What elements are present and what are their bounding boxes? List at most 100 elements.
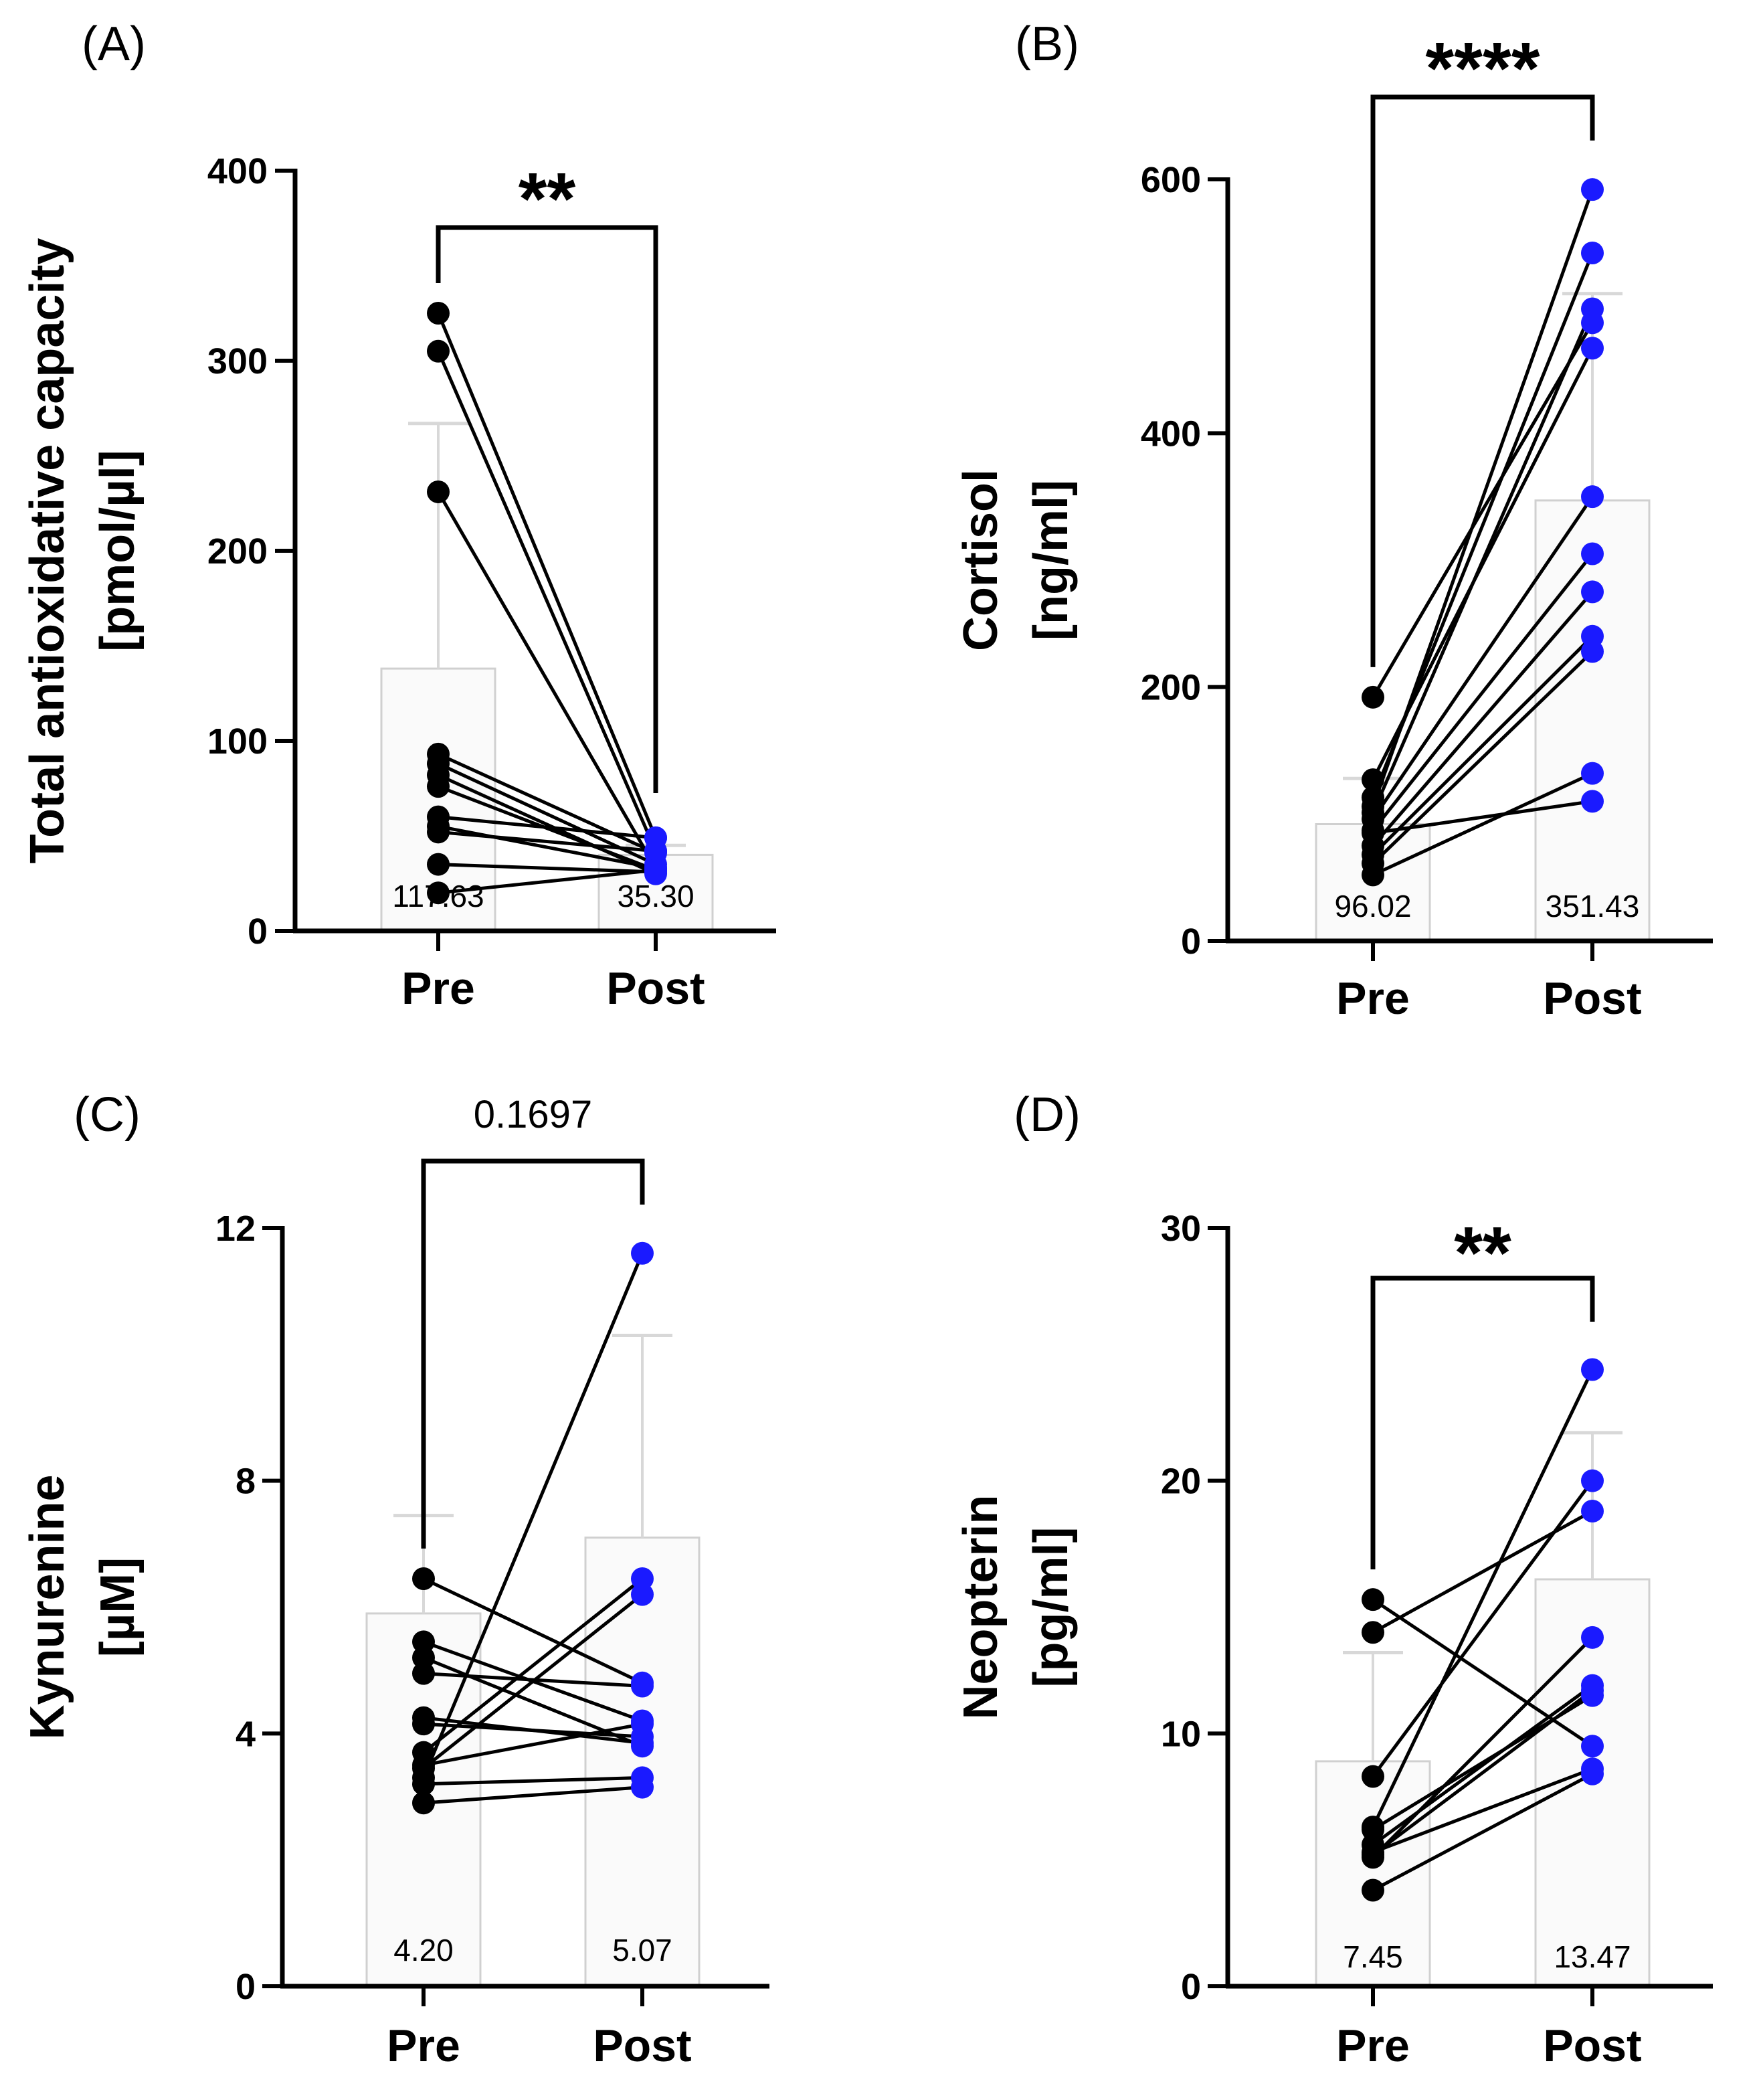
data-point-pre xyxy=(427,480,450,503)
mean-bar-post xyxy=(584,1537,701,1988)
x-tick-label: Post xyxy=(593,2020,691,2071)
data-point-pre xyxy=(1362,768,1384,792)
data-point-pre xyxy=(427,820,450,844)
significance-label: ** xyxy=(1454,1212,1511,1294)
paired-line xyxy=(436,491,658,869)
data-point-post xyxy=(1581,178,1604,201)
paired-line xyxy=(423,1775,643,1786)
data-point-pre xyxy=(412,1713,435,1736)
y-tick-label: 0 xyxy=(1181,1967,1201,2007)
paired-line xyxy=(438,863,656,874)
data-point-post xyxy=(1581,1626,1604,1649)
panel-b: (B) 96.02 351.43 0 200 400 600 Pre Post Cortisol [… xyxy=(954,17,1713,1024)
significance-bracket xyxy=(436,225,658,793)
data-point-post xyxy=(1581,1679,1604,1702)
paired-line xyxy=(1372,772,1594,877)
paired-line xyxy=(1372,1767,1593,1854)
data-point-pre xyxy=(427,881,450,905)
y-axis-title: [pmol/µl] xyxy=(91,450,145,651)
data-point-pre xyxy=(427,853,450,876)
mean-label: 351.43 xyxy=(1546,889,1640,924)
data-point-post xyxy=(1581,790,1604,813)
significance-label: **** xyxy=(1425,27,1540,110)
paired-line xyxy=(1371,495,1594,820)
x-tick-label: Post xyxy=(606,963,705,1014)
panel-c: (C) 4.20 5.07 0 4 8 12 Pre Post Kynurenine [µM] 0.1… xyxy=(21,1088,769,2071)
paired-line xyxy=(1372,1598,1594,1748)
mean-label: 13.47 xyxy=(1554,1939,1631,1974)
data-point-post xyxy=(631,1567,654,1591)
data-point-pre xyxy=(1362,863,1384,887)
paired-line xyxy=(422,1252,644,1779)
paired-line xyxy=(422,1577,644,1754)
significance-bracket xyxy=(421,1158,645,1549)
data-point-post xyxy=(1581,242,1604,265)
paired-line xyxy=(1372,590,1594,847)
data-point-post xyxy=(1581,640,1604,663)
panel-letter: (D) xyxy=(1014,1088,1081,1142)
data-point-pre xyxy=(412,1772,435,1796)
y-axis-title: Total antioxidative capacity xyxy=(21,238,74,864)
significance-bracket xyxy=(1370,1276,1595,1570)
data-point-post xyxy=(1581,580,1604,604)
panel-letter: (B) xyxy=(1015,17,1079,71)
data-point-post xyxy=(1581,1469,1604,1492)
x-tick-label: Pre xyxy=(401,963,475,1014)
y-tick-label: 200 xyxy=(1141,668,1201,708)
data-point-pre xyxy=(427,339,450,363)
mean-label: 117.63 xyxy=(392,879,484,913)
data-point-post xyxy=(1581,297,1604,321)
data-point-pre xyxy=(412,1630,435,1654)
panel-letter: (A) xyxy=(82,17,146,71)
data-point-post xyxy=(1581,1499,1604,1522)
data-point-pre xyxy=(427,775,450,798)
data-point-pre xyxy=(1362,1588,1384,1611)
y-tick-label: 10 xyxy=(1161,1714,1201,1754)
data-point-post xyxy=(631,1583,654,1606)
data-point-pre xyxy=(1362,1878,1384,1902)
y-axis-title: [pg/ml] xyxy=(1024,1527,1078,1688)
y-tick-label: 100 xyxy=(207,721,268,762)
data-point-pre xyxy=(1362,1621,1384,1644)
mean-label: 96.02 xyxy=(1334,889,1411,924)
y-tick-label: 0 xyxy=(248,911,268,952)
data-point-pre xyxy=(1362,685,1384,709)
y-axis-title: [µM] xyxy=(91,1557,145,1657)
mean-label: 7.45 xyxy=(1343,1939,1403,1974)
data-point-post xyxy=(631,1713,654,1736)
paired-line xyxy=(1371,1369,1594,1828)
data-point-post xyxy=(1581,762,1604,785)
y-tick-label: 600 xyxy=(1141,160,1201,200)
y-tick-label: 400 xyxy=(207,151,268,191)
paired-line xyxy=(1372,552,1594,832)
y-axis-title: Cortisol xyxy=(954,469,1008,651)
data-point-pre xyxy=(427,302,450,325)
data-point-post xyxy=(631,1241,654,1265)
paired-line xyxy=(436,313,658,839)
data-point-post xyxy=(1581,337,1604,360)
paired-line xyxy=(423,1785,643,1805)
y-tick-label: 30 xyxy=(1161,1209,1201,1249)
paired-line xyxy=(423,1722,643,1739)
paired-line xyxy=(1372,1636,1594,1859)
data-point-pre xyxy=(1362,1846,1384,1869)
mean-label: 35.30 xyxy=(617,879,694,913)
data-point-pre xyxy=(412,1791,435,1815)
data-point-post xyxy=(1581,1762,1604,1785)
panel-a: (A) 117.63 35.30 0 100 200 300 400 Pre Post Total … xyxy=(21,17,776,1014)
data-point-post xyxy=(644,839,667,863)
significance-label: 0.1697 xyxy=(474,1093,592,1136)
data-point-post xyxy=(631,1674,654,1698)
data-point-post xyxy=(1581,1735,1604,1758)
paired-line xyxy=(438,824,656,870)
x-tick-label: Post xyxy=(1543,973,1641,1024)
y-axis-title: Neopterin xyxy=(954,1494,1008,1719)
paired-line xyxy=(1372,635,1594,856)
data-point-post xyxy=(644,859,667,882)
paired-line xyxy=(1372,1684,1594,1846)
y-tick-label: 4 xyxy=(236,1714,256,1754)
panel-letter: (C) xyxy=(74,1088,141,1142)
paired-line xyxy=(1372,650,1594,865)
y-axis-title: [ng/ml] xyxy=(1024,480,1078,640)
paired-line xyxy=(1371,189,1594,807)
